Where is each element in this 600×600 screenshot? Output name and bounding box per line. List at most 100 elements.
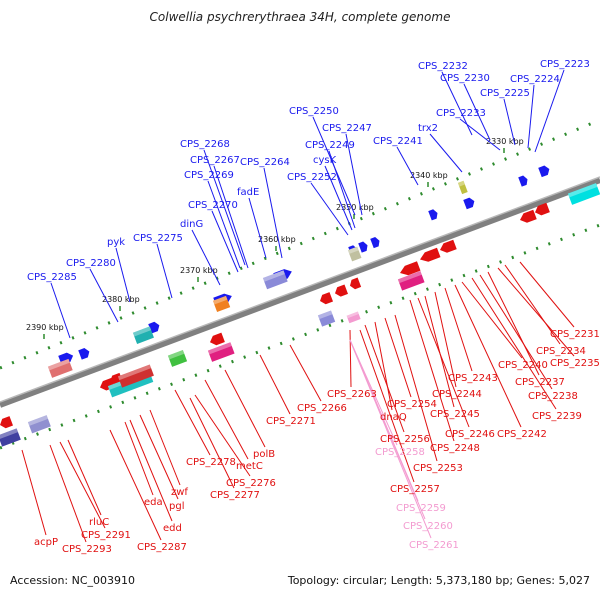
- reverse-gene-label: CPS_2278: [186, 457, 236, 468]
- reverse-gene-arrow: [210, 332, 225, 346]
- genome-title: Colwellia psychrerythraea 34H, complete …: [149, 10, 451, 24]
- reverse-gene-label: CPS_2245: [430, 409, 480, 420]
- reverse-leader-line: [364, 324, 405, 433]
- forward-leader-line: [328, 150, 356, 229]
- reverse-leader-line: [149, 409, 181, 486]
- reverse-gene-label: CPS_2293: [62, 544, 112, 555]
- reverse-gene-label: CPS_2231: [550, 329, 600, 340]
- reverse-leader-line: [471, 277, 557, 410]
- reverse-leader-line: [409, 299, 455, 442]
- forward-gene-arrow: [463, 197, 475, 210]
- reverse-gene-arrow: [400, 261, 421, 276]
- forward-gene-label: CPS_2232: [418, 61, 468, 72]
- gene-block: [27, 415, 51, 434]
- reverse-gene-label: CPS_2266: [297, 403, 347, 414]
- reverse-leader-line: [124, 421, 154, 496]
- highlight-leader-line: [349, 339, 432, 539]
- forward-leader-line: [213, 165, 249, 269]
- gene-block: [132, 326, 154, 344]
- reverse-leader-line: [479, 274, 553, 390]
- forward-gene-label: CPS_2249: [305, 140, 355, 151]
- reverse-leader-line: [394, 314, 438, 462]
- forward-leader-line: [345, 133, 363, 216]
- reverse-leader-line: [519, 261, 575, 328]
- gene-features: [0, 165, 600, 447]
- reverse-gene-label: CPS_2235: [550, 358, 600, 369]
- reverse-leader-line: [194, 394, 251, 477]
- forward-leader-line: [534, 69, 565, 153]
- gene-block: [167, 350, 188, 367]
- reverse-gene-label: pgl: [169, 501, 184, 512]
- forward-gene-arrow: [358, 241, 368, 253]
- label-leader-lines: [21, 69, 575, 543]
- reverse-gene-label: CPS_2246: [445, 429, 495, 440]
- forward-gene-label: CPS_2223: [540, 59, 590, 70]
- reverse-leader-line: [109, 429, 162, 541]
- forward-leader-line: [429, 133, 463, 173]
- forward-leader-line: [463, 83, 491, 141]
- reverse-leader-line: [289, 344, 322, 402]
- forward-gene-label: trx2: [418, 123, 438, 134]
- forward-gene-label: pyk: [107, 237, 125, 248]
- reverse-leader-line: [444, 287, 473, 372]
- forward-gene-arrow: [518, 175, 528, 187]
- reverse-leader-line: [504, 264, 561, 345]
- forward-leader-line: [211, 210, 239, 273]
- reverse-leader-line: [384, 317, 412, 398]
- reverse-leader-line: [189, 397, 235, 489]
- reverse-gene-label: CPS_2271: [266, 416, 316, 427]
- highlight-gene-label: CPS_2259: [396, 503, 446, 514]
- reverse-leader-line: [349, 329, 352, 388]
- forward-gene-arrow: [78, 348, 90, 360]
- forward-leader-line: [503, 98, 516, 146]
- reverse-leader-line: [174, 389, 211, 456]
- reverse-leader-line: [259, 354, 291, 415]
- forward-leader-line: [263, 167, 283, 259]
- reverse-gene-label: CPS_2238: [528, 391, 578, 402]
- reverse-gene-label: eda: [144, 497, 163, 508]
- gene-block: [117, 364, 154, 388]
- inner-track-dots: [0, 223, 600, 450]
- reverse-gene-label: CPS_2254: [387, 399, 437, 410]
- gene-block: [567, 183, 600, 205]
- forward-gene-label: CPS_2280: [66, 258, 116, 269]
- reverse-leader-line: [454, 284, 522, 428]
- reverse-gene-label: CPS_2244: [432, 389, 482, 400]
- forward-gene-label: CPS_2269: [184, 170, 234, 181]
- reverse-gene-arrow: [320, 292, 333, 305]
- reverse-leader-line: [21, 449, 47, 536]
- forward-leader-line: [248, 197, 267, 259]
- reverse-gene-arrow: [520, 209, 537, 223]
- reverse-leader-line: [434, 291, 457, 388]
- forward-gene-label: CPS_2233: [436, 108, 486, 119]
- forward-gene-label: CPS_2224: [510, 74, 560, 85]
- reverse-gene-label: CPS_2237: [515, 377, 565, 388]
- reverse-gene-arrow: [0, 416, 13, 429]
- gene-block: [397, 270, 425, 291]
- reverse-leader-line: [49, 444, 87, 543]
- forward-gene-label: cysK: [313, 155, 337, 166]
- reverse-leader-line: [417, 297, 470, 428]
- reverse-gene-label: CPS_2240: [498, 360, 548, 371]
- forward-gene-label: CPS_2250: [289, 106, 339, 117]
- reverse-gene-arrow: [535, 202, 550, 216]
- kbp-ticks: 2330 kbp 2340 kbp 2350 kbp 2360 kbp 2370 kbp…: [26, 137, 524, 339]
- reverse-leader-line: [487, 271, 540, 376]
- reverse-leader-line: [359, 329, 415, 483]
- reverse-leader-line: [461, 281, 523, 359]
- gene-block: [212, 295, 231, 312]
- reverse-gene-label: CPS_2287: [137, 542, 187, 553]
- gene-block: [0, 428, 21, 447]
- forward-gene-label: CPS_2268: [180, 139, 230, 150]
- forward-leader-line: [115, 247, 131, 303]
- reverse-gene-arrow: [440, 239, 457, 253]
- reverse-gene-label: CPS_2242: [497, 429, 547, 440]
- reverse-leader-line: [374, 321, 393, 411]
- forward-leader-line: [527, 84, 535, 149]
- reverse-leader-line: [224, 369, 266, 448]
- topology-text: Topology: circular; Length: 5,373,180 bp…: [287, 574, 590, 587]
- forward-leader-line: [203, 149, 246, 266]
- kbp-tick-label: 2390 kbp: [26, 323, 64, 332]
